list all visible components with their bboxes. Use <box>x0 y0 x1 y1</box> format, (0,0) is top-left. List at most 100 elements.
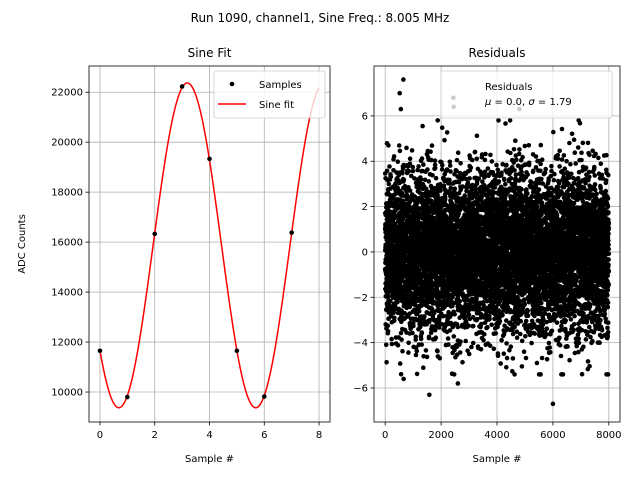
residual-point <box>504 355 510 361</box>
residual-point <box>499 170 504 176</box>
residual-point <box>517 147 522 152</box>
residuals-x-tick-label: 6000 <box>540 430 565 441</box>
sine-fit-y-tick-label: 14000 <box>51 288 83 299</box>
residual-point <box>412 176 417 181</box>
residuals-y-tick-label: 6 <box>362 111 368 122</box>
residual-point <box>474 133 480 139</box>
sample-point <box>261 394 267 399</box>
residual-point <box>435 118 441 123</box>
residual-point <box>410 330 415 336</box>
residual-point <box>444 130 450 135</box>
residual-point <box>485 166 491 171</box>
residual-point <box>385 328 391 334</box>
residual-point <box>518 318 524 324</box>
sine-fit-x-label: Sample # <box>185 454 234 465</box>
residual-point <box>507 118 513 123</box>
residual-point <box>466 323 471 329</box>
residuals-title: Residuals <box>469 46 526 60</box>
residual-point <box>501 351 507 357</box>
residual-point <box>395 343 401 348</box>
residuals-x-tick-label: 4000 <box>484 430 509 441</box>
residual-point <box>421 365 426 371</box>
residual-point <box>503 121 508 126</box>
residual-point <box>470 157 475 163</box>
residual-point <box>437 316 442 322</box>
residual-point <box>476 176 482 181</box>
residual-point <box>399 337 404 342</box>
residual-point <box>422 177 428 183</box>
residual-point <box>481 337 486 343</box>
residual-point <box>487 316 492 322</box>
residual-point <box>512 324 517 330</box>
residual-point <box>437 355 443 361</box>
residual-point <box>513 138 518 143</box>
residual-point <box>455 324 461 330</box>
sine-fit-y-tick-label: 20000 <box>51 138 83 149</box>
sine-fit-y-label: ADC Counts <box>17 214 28 274</box>
residual-point <box>451 372 457 377</box>
residual-point <box>504 341 509 346</box>
residual-point <box>426 179 432 184</box>
residual-point <box>497 298 503 304</box>
residual-point <box>452 312 458 317</box>
residuals-x-tick-label: 0 <box>382 430 388 441</box>
residual-point <box>433 175 439 181</box>
residual-point <box>413 334 419 340</box>
residual-point <box>514 157 519 163</box>
residuals-y-tick-label: −4 <box>353 338 368 349</box>
residual-point <box>389 336 394 342</box>
sine-fit-x-tick-label: 8 <box>316 430 322 441</box>
figure-suptitle: Run 1090, channel1, Sine Freq.: 8.005 MH… <box>191 11 450 25</box>
residuals-x-ticks: 0 2000 4000 6000 8000 <box>382 422 622 441</box>
residual-point <box>455 150 461 155</box>
residual-point <box>504 162 509 168</box>
residual-point <box>416 309 422 314</box>
residual-point <box>404 189 409 194</box>
residual-point <box>426 335 432 341</box>
sample-points <box>97 84 294 400</box>
residual-point <box>510 356 516 361</box>
residuals-y-tick-label: 0 <box>362 247 368 258</box>
residual-point <box>489 322 495 328</box>
residual-point <box>491 346 497 352</box>
sample-point <box>289 230 294 235</box>
residual-point <box>472 149 478 155</box>
residual-point <box>440 162 445 168</box>
residual-point <box>442 197 448 202</box>
residual-point <box>445 336 451 341</box>
residual-point <box>482 332 487 337</box>
residual-point <box>409 173 414 179</box>
residuals-y-tick-label: −6 <box>353 383 368 394</box>
sine-fit-y-tick-label: 10000 <box>51 388 83 399</box>
residual-point <box>516 151 522 157</box>
residual-point <box>441 183 447 189</box>
residual-point <box>427 311 432 317</box>
residual-point <box>439 125 445 130</box>
residual-point <box>410 164 416 170</box>
residual-point <box>397 148 403 154</box>
residual-point <box>418 336 424 342</box>
residual-point <box>404 145 409 151</box>
residual-point <box>487 343 493 349</box>
residual-point <box>502 177 507 183</box>
residual-point <box>518 331 523 337</box>
residual-point <box>498 361 504 366</box>
residual-point <box>419 156 425 161</box>
residual-point <box>384 360 389 365</box>
residual-point <box>467 176 472 181</box>
residual-point <box>409 148 415 153</box>
residual-point <box>508 344 514 350</box>
residuals-x-tick-label: 2000 <box>428 430 453 441</box>
sample-point <box>125 394 130 400</box>
residual-point <box>385 295 391 300</box>
residual-point <box>457 350 463 355</box>
residual-point <box>422 314 427 319</box>
residual-point <box>463 338 469 344</box>
residual-point <box>400 348 405 354</box>
residual-point <box>414 371 420 377</box>
residual-point <box>448 185 454 191</box>
residual-point <box>439 167 445 172</box>
